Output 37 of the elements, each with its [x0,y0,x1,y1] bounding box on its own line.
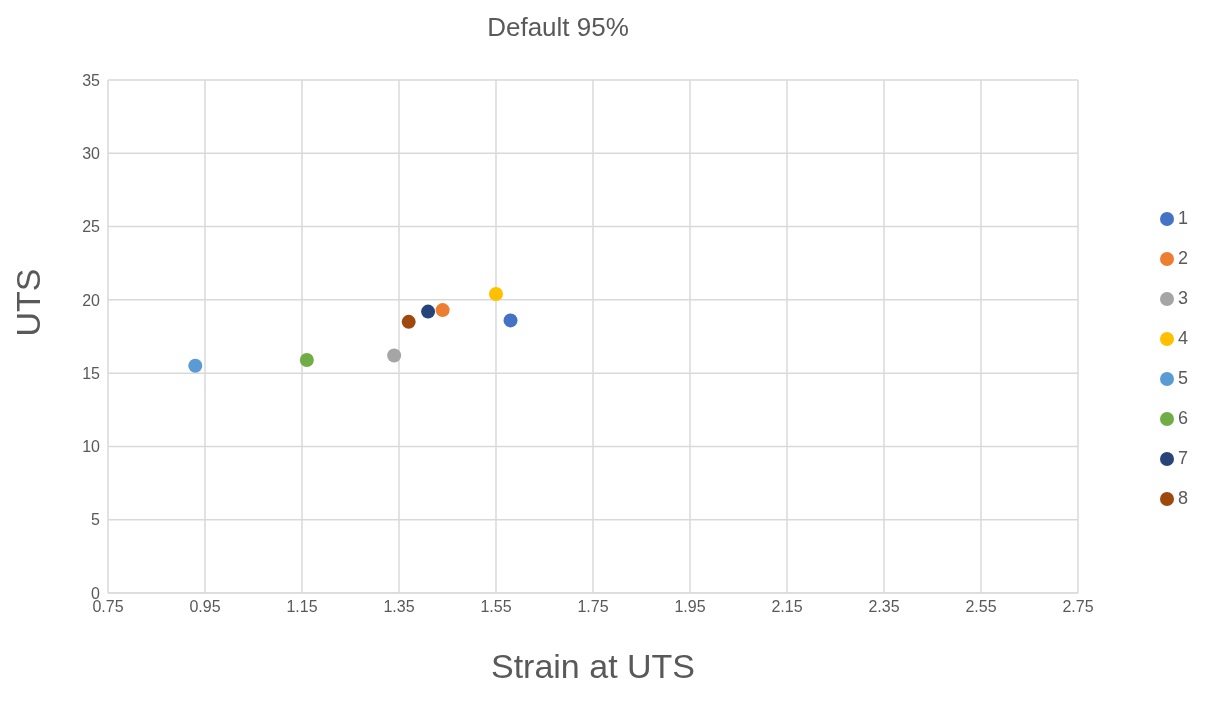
x-axis-title: Strain at UTS [490,647,696,685]
point [435,303,450,318]
legend-label: 6 [1177,408,1188,428]
x-tick-label: 2.35 [868,598,900,616]
point [401,314,416,329]
chart-title: Default 95% [486,12,630,43]
x-tick-label: 2.55 [965,598,997,616]
legend-label: 8 [1177,488,1188,508]
x-tick-label: 1.55 [480,598,512,616]
y-tick-label: 15 [82,364,101,382]
legend-label: 2 [1177,248,1188,268]
x-tick-label: 0.75 [92,598,124,616]
legend-label: 4 [1177,328,1188,348]
point [488,286,503,301]
legend-label: 3 [1177,288,1188,308]
x-tick-label: 1.75 [577,598,609,616]
y-tick-label: 20 [82,291,101,309]
point [421,304,436,319]
point [188,358,203,373]
y-tick-label: 35 [82,71,101,89]
x-tick-label: 0.95 [189,598,221,616]
legend-label: 1 [1177,208,1188,228]
y-tick-label: 30 [82,144,101,162]
y-axis-title: UTS [9,268,48,337]
y-tick-label: 10 [82,438,101,456]
point [503,313,518,328]
point [299,352,314,367]
x-tick-label: 1.15 [286,598,318,616]
x-tick-label: 2.75 [1062,598,1094,616]
y-tick-label: 25 [82,218,101,236]
legend-label: 5 [1177,368,1188,388]
x-tick-label: 1.35 [383,598,415,616]
point [387,348,402,363]
x-tick-label: 1.95 [674,598,706,616]
x-tick-label: 2.15 [771,598,803,616]
legend-label: 7 [1177,448,1188,468]
y-tick-label: 5 [91,511,101,529]
